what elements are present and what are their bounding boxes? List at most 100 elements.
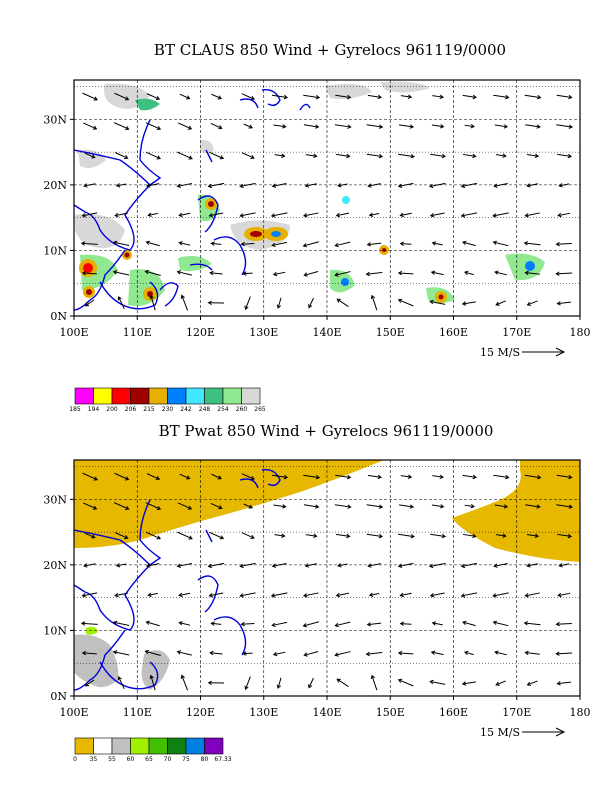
colorbar-label: 260 (236, 406, 248, 413)
wind-vectors (80, 92, 574, 311)
vector-reference-label: 15 M/S (480, 726, 520, 739)
wind-vector (83, 183, 96, 188)
wind-vector (524, 650, 540, 656)
wind-vector (460, 592, 478, 598)
wind-vector (558, 183, 570, 188)
wind-vector (399, 592, 412, 598)
wind-vector (147, 592, 159, 598)
wind-vector (112, 270, 130, 276)
colorbar-swatch (93, 387, 113, 405)
cloud-top-field (75, 81, 545, 306)
colorbar-label: 75 (182, 756, 190, 763)
wind-vector (176, 562, 193, 568)
vector-reference-label: 15 M/S (480, 346, 520, 359)
x-tick-label: 120E (186, 706, 215, 719)
wind-vector (492, 592, 509, 598)
wind-vector (276, 677, 282, 689)
wind-vector (370, 674, 378, 691)
wind-vector (239, 592, 256, 598)
wind-vector (526, 563, 539, 568)
field-patch (78, 149, 106, 168)
wind-vector (494, 504, 509, 509)
y-tick-label: 30N (43, 113, 67, 126)
wind-vector (524, 474, 542, 480)
wind-vector (242, 271, 253, 276)
wind-vector (304, 563, 317, 568)
wind-vector (271, 183, 287, 188)
wind-vector (115, 183, 127, 188)
wind-vector (207, 182, 225, 189)
y-tick-label: 20N (43, 179, 67, 192)
wind-vector (244, 676, 251, 691)
wind-vector (399, 621, 412, 626)
wind-vector (494, 270, 507, 276)
wind-vector (367, 94, 382, 100)
colorbar-swatch (130, 737, 150, 755)
wind-vector (145, 531, 161, 540)
wind-vector (209, 650, 223, 656)
field-core (342, 196, 350, 204)
wind-vector (83, 563, 96, 568)
wind-vector (112, 620, 130, 626)
wind-vector (207, 680, 225, 686)
x-tick-label: 180 (570, 326, 591, 339)
wind-vector (180, 294, 189, 311)
colorbar-label: 215 (143, 406, 155, 413)
wind-vector (428, 182, 446, 189)
colorbar-label: 70 (164, 756, 172, 763)
x-tick-label: 160E (439, 326, 468, 339)
wind-vector (429, 592, 445, 598)
x-tick-label: 120E (186, 326, 215, 339)
colorbar-label: 67.33 (214, 756, 231, 763)
wind-vector (145, 563, 160, 568)
wind-vector (209, 270, 223, 276)
wind-vector (492, 620, 509, 627)
colorbar-swatch (111, 737, 131, 755)
wind-vector (429, 299, 446, 305)
wind-vector (460, 562, 478, 569)
colorbar-label: 206 (125, 406, 137, 413)
wind-vector (208, 212, 224, 218)
wind-vector (556, 504, 574, 509)
wind-vector (492, 240, 509, 247)
wind-vector (178, 592, 191, 598)
colorbar-label: 194 (88, 406, 100, 413)
colorbar-swatch (204, 387, 224, 405)
colorbar-label: 185 (69, 406, 81, 413)
wind-vector (525, 504, 541, 509)
wind-vector (432, 474, 444, 479)
wind-vector (240, 621, 255, 627)
field-patch (452, 460, 580, 562)
wind-vector (495, 533, 507, 538)
wind-vector (81, 270, 97, 276)
wind-vector (493, 183, 508, 188)
wind-vector (524, 592, 540, 598)
wind-vector (147, 212, 159, 218)
wind-vector (334, 241, 351, 248)
wind-vector (241, 93, 255, 101)
wind-vector (462, 533, 477, 539)
wind-vector (243, 503, 254, 509)
wind-vector (304, 183, 317, 188)
axis-ticks: 100E 110E 120E 130E 140E 150E 160E 170E 180 0N 10N… (43, 493, 590, 719)
wind-vector (112, 240, 130, 246)
wind-vector (526, 183, 539, 188)
x-tick-label: 170E (502, 706, 531, 719)
wind-vector (461, 681, 476, 686)
wind-vector (81, 592, 98, 598)
wind-vector (271, 474, 289, 480)
wind-vector (211, 473, 222, 480)
wind-vector (495, 680, 506, 686)
wind-vector (271, 94, 289, 100)
wind-vector (273, 504, 287, 509)
x-tick-label: 140E (312, 326, 341, 339)
wind-vector (302, 592, 319, 598)
wind-vector (114, 212, 128, 218)
wind-vector (366, 124, 384, 129)
wind-vector (430, 533, 447, 539)
wind-vector (179, 473, 191, 480)
wind-vector (461, 301, 476, 306)
wind-vector (146, 473, 161, 481)
field-core (83, 263, 93, 273)
wind-vector (82, 92, 98, 101)
